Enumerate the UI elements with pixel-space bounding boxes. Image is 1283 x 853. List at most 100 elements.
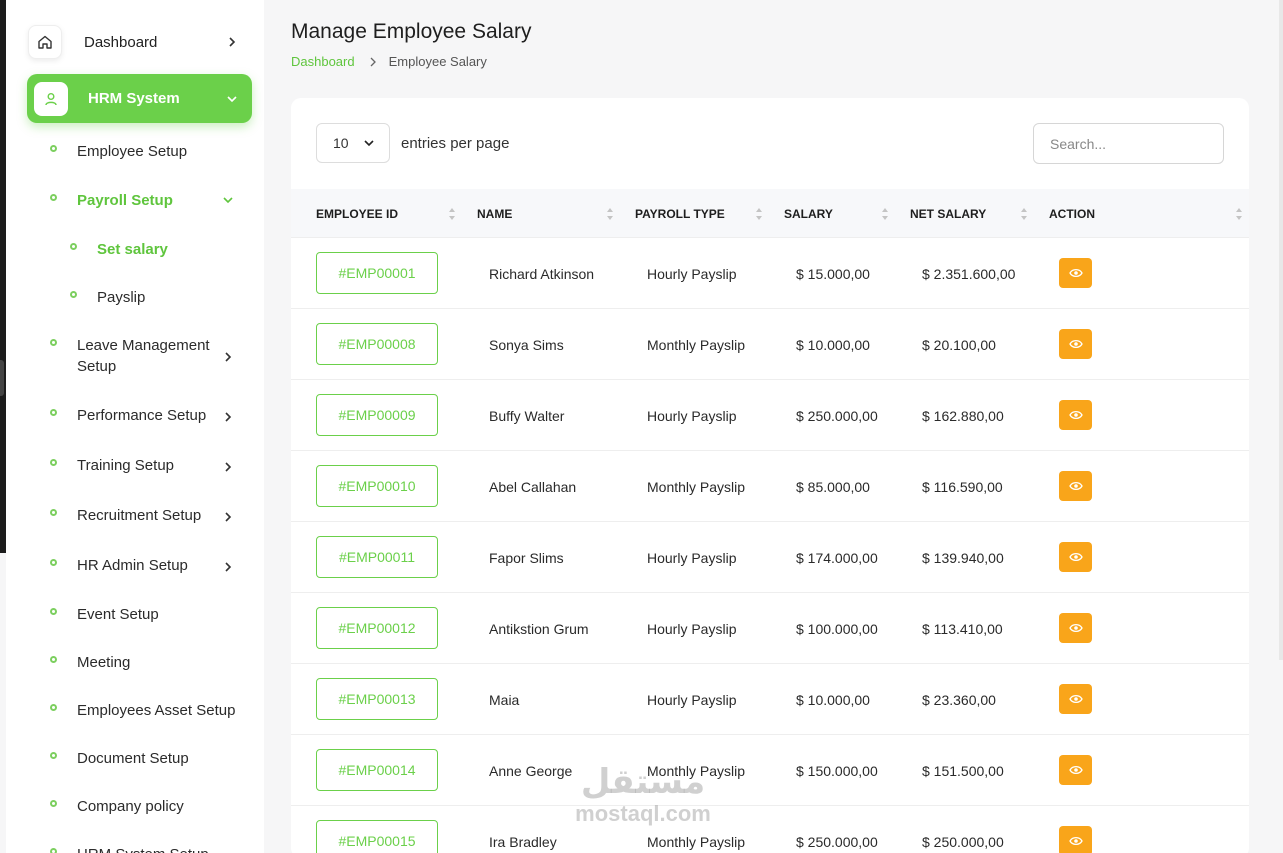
sidebar-item-leave-management[interactable]: Leave Management Setup [50,335,250,377]
bullet-icon [50,656,57,663]
chevron-down-icon [227,95,237,102]
eye-icon [1068,694,1083,704]
view-button[interactable] [1059,400,1092,430]
sidebar-item-hrm-system-setup[interactable]: HRM System Setup [50,844,250,853]
sidebar-item-hrm-system[interactable]: HRM System [27,74,252,123]
employee-name: Fapor Slims [489,549,564,566]
chevron-right-icon [225,412,232,422]
net-salary: $ 250.000,00 [922,833,1004,850]
view-button[interactable] [1059,826,1092,853]
column-header-label: ACTION [1049,206,1095,221]
sidebar-item-label: Employees Asset Setup [77,702,236,719]
column-header-salary[interactable]: SALARY [784,189,833,238]
sidebar: Dashboard HRM System Employee Setup Payr… [6,0,264,853]
page-scrollbar[interactable] [1279,0,1283,660]
entries-per-page-select[interactable]: 10 [316,123,390,163]
chevron-right-icon [370,57,376,66]
employee-id-button[interactable]: #EMP00015 [316,820,438,853]
sidebar-item-label: Performance Setup [77,407,207,424]
sidebar-item-employees-asset-setup[interactable]: Employees Asset Setup [50,700,250,721]
view-button[interactable] [1059,329,1092,359]
chevron-down-icon [364,140,374,147]
employee-name: Abel Callahan [489,478,577,495]
watermark: مستقل mostaql.com [563,762,723,826]
sort-icon[interactable] [1235,206,1243,222]
payroll-type: Hourly Payslip [647,620,737,637]
column-header-employee-id[interactable]: EMPLOYEE ID [316,189,398,238]
bullet-icon [50,459,57,466]
home-icon [28,25,62,59]
sort-icon[interactable] [755,206,763,222]
table-row: #EMP00014 Anne George Monthly Payslip $ … [291,735,1249,806]
sidebar-item-label: Dashboard [84,33,158,51]
table-row: #EMP00010 Abel Callahan Monthly Payslip … [291,451,1249,522]
view-button[interactable] [1059,684,1092,714]
sidebar-item-dashboard[interactable]: Dashboard [28,24,252,60]
employee-name: Sonya Sims [489,336,564,353]
sidebar-item-performance-setup[interactable]: Performance Setup [50,405,250,426]
sort-icon[interactable] [606,206,614,222]
column-header-name[interactable]: NAME [477,189,512,238]
sidebar-item-payroll-setup[interactable]: Payroll Setup [50,190,250,211]
sidebar-item-label: Meeting [77,654,131,671]
employee-name: Ira Bradley [489,833,557,850]
sidebar-item-meeting[interactable]: Meeting [50,652,250,673]
view-button[interactable] [1059,613,1092,643]
employee-id-button[interactable]: #EMP00012 [316,607,438,649]
sidebar-item-document-setup[interactable]: Document Setup [50,748,250,769]
bullet-icon [50,145,57,152]
sidebar-item-training-setup[interactable]: Training Setup [50,455,250,476]
sidebar-item-label: Recruitment Setup [77,507,202,524]
column-header-label: PAYROLL TYPE [635,206,725,221]
eye-icon [1068,623,1083,633]
salary: $ 174.000,00 [796,549,878,566]
table-row: #EMP00001 Richard Atkinson Hourly Paysli… [291,238,1249,309]
sidebar-item-set-salary[interactable]: Set salary [70,239,270,260]
net-salary: $ 151.500,00 [922,762,1004,779]
column-header-label: NET SALARY [910,206,987,221]
column-header-label: SALARY [784,206,833,221]
table-row: #EMP00013 Maia Hourly Payslip $ 10.000,0… [291,664,1249,735]
employee-id-button[interactable]: #EMP00001 [316,252,438,294]
payroll-type: Monthly Payslip [647,336,746,353]
column-header-payroll-type[interactable]: PAYROLL TYPE [635,189,725,238]
employee-id-button[interactable]: #EMP00014 [316,749,438,791]
sidebar-item-label: Training Setup [77,457,175,474]
employee-id-button[interactable]: #EMP00010 [316,465,438,507]
sidebar-item-label: Event Setup [77,606,159,623]
view-button[interactable] [1059,542,1092,572]
chevron-down-icon [223,197,233,204]
employee-id-button[interactable]: #EMP00008 [316,323,438,365]
net-salary: $ 23.360,00 [922,691,996,708]
bullet-icon [50,752,57,759]
sidebar-item-hr-admin-setup[interactable]: HR Admin Setup [50,555,250,576]
view-button[interactable] [1059,471,1092,501]
sidebar-item-payslip[interactable]: Payslip [70,287,270,308]
sort-icon[interactable] [448,206,456,222]
employee-id-button[interactable]: #EMP00011 [316,536,438,578]
sidebar-item-event-setup[interactable]: Event Setup [50,604,250,625]
sort-icon[interactable] [881,206,889,222]
eye-icon [1068,765,1083,775]
net-salary: $ 116.590,00 [922,478,1003,495]
bullet-icon [50,800,57,807]
column-header-label: EMPLOYEE ID [316,206,399,221]
view-button[interactable] [1059,258,1092,288]
sort-icon[interactable] [1020,206,1028,222]
watermark-latin: mostaql.com [575,801,711,826]
employee-id-button[interactable]: #EMP00013 [316,678,438,720]
chevron-right-icon [225,512,232,522]
search-input[interactable] [1033,123,1224,164]
bullet-icon [50,509,57,516]
view-button[interactable] [1059,755,1092,785]
employee-id-button[interactable]: #EMP00009 [316,394,438,436]
salary: $ 100.000,00 [796,620,878,637]
sidebar-item-company-policy[interactable]: Company policy [50,796,250,817]
salary: $ 10.000,00 [796,336,870,353]
sidebar-item-label: HRM System [88,90,180,107]
sidebar-item-employee-setup[interactable]: Employee Setup [50,141,250,162]
sidebar-item-recruitment-setup[interactable]: Recruitment Setup [50,505,250,526]
employee-name: Buffy Walter [489,407,565,424]
column-header-net-salary[interactable]: NET SALARY [910,189,986,238]
breadcrumb-home-link[interactable]: Dashboard [291,54,355,69]
